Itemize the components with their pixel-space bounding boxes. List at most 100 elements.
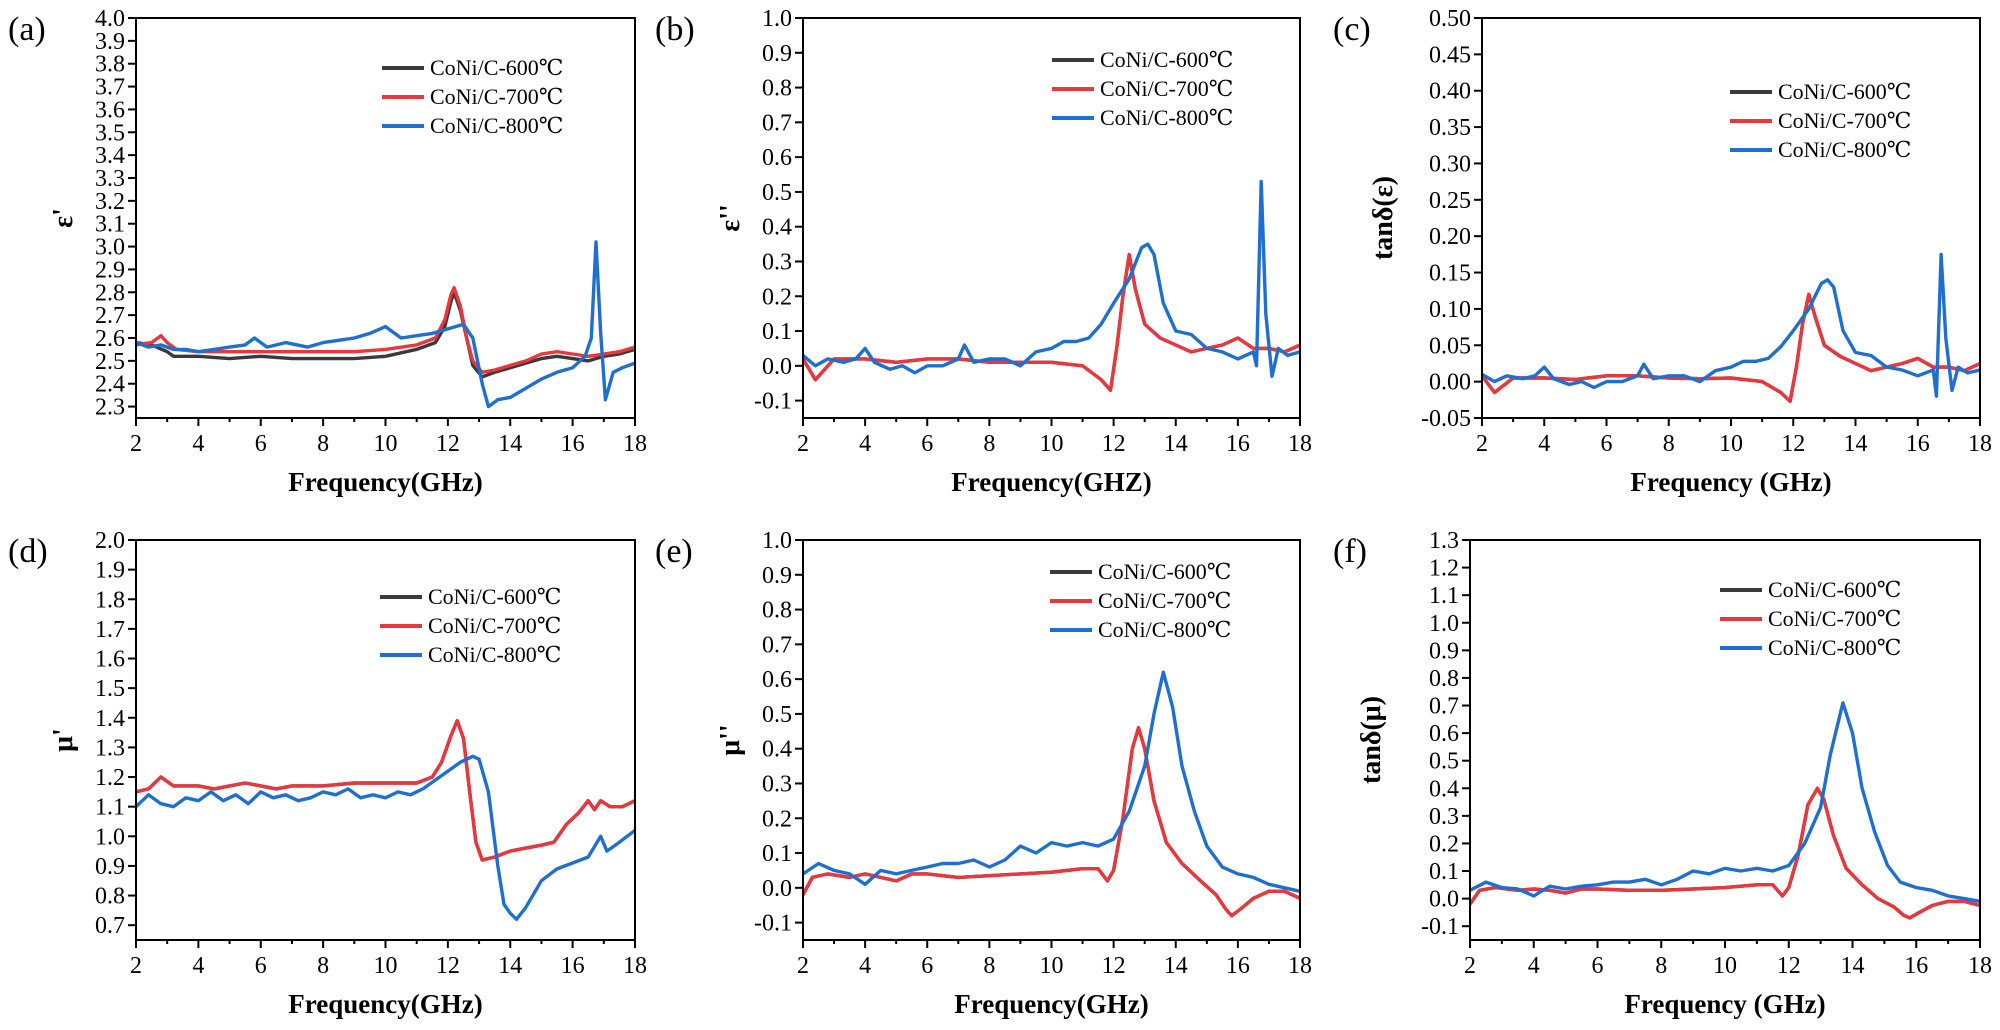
panel-label: (a) — [8, 11, 46, 48]
y-tick-label: 2.3 — [95, 395, 125, 421]
x-tick-label: 6 — [255, 431, 267, 457]
legend: CoNi/C-600℃ CoNi/C-700℃ CoNi/C-800℃ — [1730, 79, 1911, 162]
x-tick-label: 12 — [436, 431, 460, 457]
x-tick-label: 12 — [436, 953, 460, 979]
y-tick-label: 0.4 — [762, 215, 792, 241]
y-tick-label: -0.1 — [754, 911, 792, 937]
x-tick-label: 16 — [1904, 953, 1928, 979]
series-line-2 — [803, 670, 1300, 893]
series-line-0 — [803, 726, 1300, 918]
chart-panel-5: (f)2 4 6 8 10 12 14 16 18-0.10.00.10.20.30.40.50… — [1333, 528, 1992, 1019]
series-line-0 — [1470, 786, 1980, 920]
y-tick-label: 1.0 — [95, 824, 125, 850]
chart-panel-4: (e) 2 4 6 8 10 12 14 16 18 -0.1 0.0 0.1 0.2 0.3 0.4 0.5 0… — [655, 528, 1312, 1019]
series-line-2 — [136, 754, 635, 921]
y-tick-label: 0.8 — [95, 884, 125, 910]
x-tick-label: 8 — [983, 953, 995, 979]
y-tick-label: 1.4 — [95, 706, 125, 732]
y-tick-label: 2.7 — [95, 303, 125, 329]
x-tick-label: 8 — [1655, 953, 1667, 979]
x-tick-label: 16 — [1226, 953, 1250, 979]
legend-label: CoNi/C-700℃ — [1100, 76, 1233, 101]
legend-label: CoNi/C-800℃ — [1768, 635, 1901, 660]
x-axis-title: Frequency(GHz) — [288, 989, 482, 1019]
x-tick-label: 4 — [859, 431, 871, 457]
y-tick-label: 3.5 — [95, 120, 125, 146]
y-tick-label: -0.05 — [1421, 406, 1471, 432]
y-tick-label: 0.3 — [762, 249, 792, 275]
x-tick-label: 14 — [1841, 953, 1865, 979]
y-tick-label: 0.35 — [1429, 115, 1471, 141]
x-tick-label: 12 — [1777, 953, 1801, 979]
x-tick-label: 12 — [1102, 431, 1126, 457]
legend-label: CoNi/C-800℃ — [1778, 137, 1911, 162]
y-tick-label: 0.1 — [1429, 859, 1459, 885]
y-tick-label: 0.9 — [762, 563, 792, 589]
y-tick-label: 1.3 — [95, 735, 125, 761]
y-tick-label: 1.1 — [95, 795, 125, 821]
y-tick-label: 1.2 — [1429, 556, 1459, 582]
y-tick-label: 1.9 — [95, 558, 125, 584]
legend-label: CoNi/C-700℃ — [1778, 108, 1911, 133]
y-tick-label: 0.40 — [1429, 79, 1471, 105]
y-tick-label: 1.3 — [1429, 528, 1459, 554]
y-tick-label: 3.9 — [95, 29, 125, 55]
x-tick-label: 2 — [1464, 953, 1476, 979]
x-tick-label: 6 — [921, 953, 933, 979]
series-line-2 — [136, 240, 635, 409]
x-tick-label: 2 — [130, 431, 142, 457]
panel-label: (d) — [8, 533, 48, 570]
x-tick-label: 10 — [1719, 431, 1743, 457]
x-tick-label: 8 — [317, 953, 329, 979]
legend-label: CoNi/C-600℃ — [1768, 577, 1901, 602]
y-tick-label: 0.00 — [1429, 370, 1471, 396]
y-axis-title: tanδ(μ) — [1356, 696, 1387, 784]
y-tick-label: 0.30 — [1429, 151, 1471, 177]
series-line-1 — [136, 286, 635, 374]
x-tick-label: 10 — [1040, 431, 1064, 457]
x-tick-label: 10 — [1040, 953, 1064, 979]
y-tick-label: 3.1 — [95, 212, 125, 238]
x-tick-label: 4 — [192, 431, 204, 457]
y-tick-label: 3.4 — [95, 143, 125, 169]
y-tick-label: 0.7 — [1429, 694, 1459, 720]
x-axis-title: Frequency (GHz) — [1624, 989, 1825, 1019]
x-tick-label: 18 — [1968, 953, 1992, 979]
x-tick-label: 14 — [1164, 431, 1188, 457]
x-axis-title: Frequency(GHZ) — [951, 467, 1151, 497]
y-tick-label: 0.5 — [762, 180, 792, 206]
x-tick-label: 18 — [1288, 431, 1312, 457]
y-tick-label: 0.8 — [762, 76, 792, 102]
x-tick-label: 18 — [1288, 953, 1312, 979]
y-tick-label: 0.0 — [762, 876, 792, 902]
legend-label: CoNi/C-800℃ — [1100, 105, 1233, 130]
x-tick-label: 16 — [561, 953, 585, 979]
legend: CoNi/C-600℃ CoNi/C-700℃ CoNi/C-800℃ — [1050, 559, 1231, 642]
y-tick-label: 0.2 — [762, 806, 792, 832]
y-tick-label: 0.25 — [1429, 188, 1471, 214]
y-tick-label: 0.05 — [1429, 333, 1471, 359]
legend: CoNi/C-600℃ CoNi/C-700℃ CoNi/C-800℃ — [382, 55, 563, 138]
x-axis-title: Frequency(GHz) — [954, 989, 1148, 1019]
legend-label: CoNi/C-700℃ — [1768, 606, 1901, 631]
chart-panel-3: (d) 2 4 6 8 10 12 14 16 18 0.7 0.8 0.9 1.0 1.1 1.2 1.3 1.… — [8, 528, 647, 1019]
legend: CoNi/C-600℃ CoNi/C-700℃ CoNi/C-800℃ — [1052, 47, 1233, 130]
y-tick-label: 1.8 — [95, 587, 125, 613]
y-tick-label: -0.1 — [754, 389, 792, 415]
y-tick-label: 0.6 — [762, 145, 792, 171]
y-tick-label: 2.8 — [95, 280, 125, 306]
legend-label: CoNi/C-600℃ — [1100, 47, 1233, 72]
panel-label: (f) — [1333, 533, 1367, 570]
legend-label: CoNi/C-800℃ — [430, 113, 563, 138]
y-tick-label: 0.6 — [1429, 721, 1459, 747]
y-tick-label: 0.9 — [1429, 638, 1459, 664]
x-tick-label: 2 — [797, 953, 809, 979]
legend-label: CoNi/C-600℃ — [1778, 79, 1911, 104]
x-tick-label: 18 — [623, 953, 647, 979]
x-tick-label: 6 — [921, 431, 933, 457]
x-tick-label: 10 — [1713, 953, 1737, 979]
y-tick-label: 0.2 — [1429, 831, 1459, 857]
series-line-2 — [1482, 252, 1980, 398]
y-tick-label: 0.0 — [762, 354, 792, 380]
